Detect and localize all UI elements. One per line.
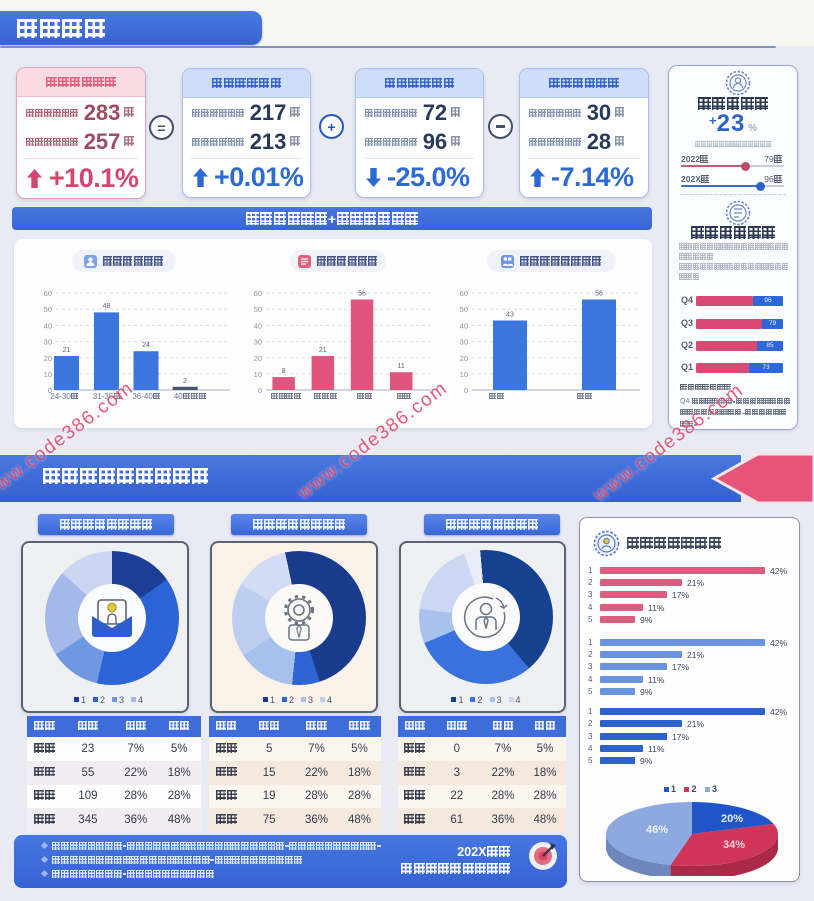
svg-text:40: 40: [44, 321, 52, 330]
svg-text:30: 30: [460, 338, 468, 347]
svg-text:21: 21: [319, 347, 327, 354]
svg-text:50: 50: [254, 305, 262, 314]
svg-text:0: 0: [258, 386, 262, 395]
svg-text:50: 50: [44, 305, 52, 314]
svg-text:0: 0: [464, 386, 468, 395]
svg-text:40: 40: [460, 321, 468, 330]
svg-text:48: 48: [103, 303, 111, 310]
svg-text:56: 56: [358, 291, 366, 298]
svg-text:20: 20: [254, 354, 262, 363]
svg-text:2: 2: [183, 378, 187, 385]
svg-text:34%: 34%: [723, 839, 745, 851]
svg-text:20: 20: [460, 354, 468, 363]
svg-text:24: 24: [142, 342, 150, 349]
svg-text:11: 11: [398, 363, 405, 370]
svg-text:10: 10: [44, 370, 52, 379]
svg-text:20%: 20%: [721, 813, 743, 825]
svg-text:10: 10: [460, 370, 468, 379]
svg-text:60: 60: [44, 289, 52, 298]
svg-text:30: 30: [254, 338, 262, 347]
svg-text:60: 60: [254, 289, 262, 298]
svg-text:10: 10: [254, 370, 262, 379]
svg-text:46%: 46%: [646, 824, 668, 836]
svg-text:21: 21: [63, 347, 71, 354]
svg-text:43: 43: [506, 312, 514, 319]
svg-text:40: 40: [254, 321, 262, 330]
svg-text:30: 30: [44, 338, 52, 347]
svg-text:8: 8: [282, 368, 286, 375]
svg-text:0: 0: [48, 386, 52, 395]
svg-text:60: 60: [460, 289, 468, 298]
svg-text:20: 20: [44, 354, 52, 363]
svg-text:50: 50: [460, 305, 468, 314]
svg-text:56: 56: [595, 291, 603, 298]
